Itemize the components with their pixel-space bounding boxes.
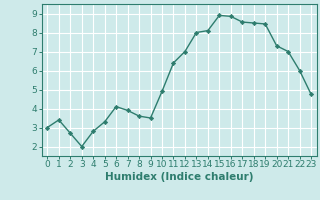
X-axis label: Humidex (Indice chaleur): Humidex (Indice chaleur) (105, 172, 253, 182)
